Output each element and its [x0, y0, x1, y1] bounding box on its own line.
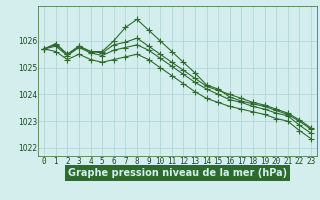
X-axis label: Graphe pression niveau de la mer (hPa): Graphe pression niveau de la mer (hPa) [68, 168, 287, 178]
